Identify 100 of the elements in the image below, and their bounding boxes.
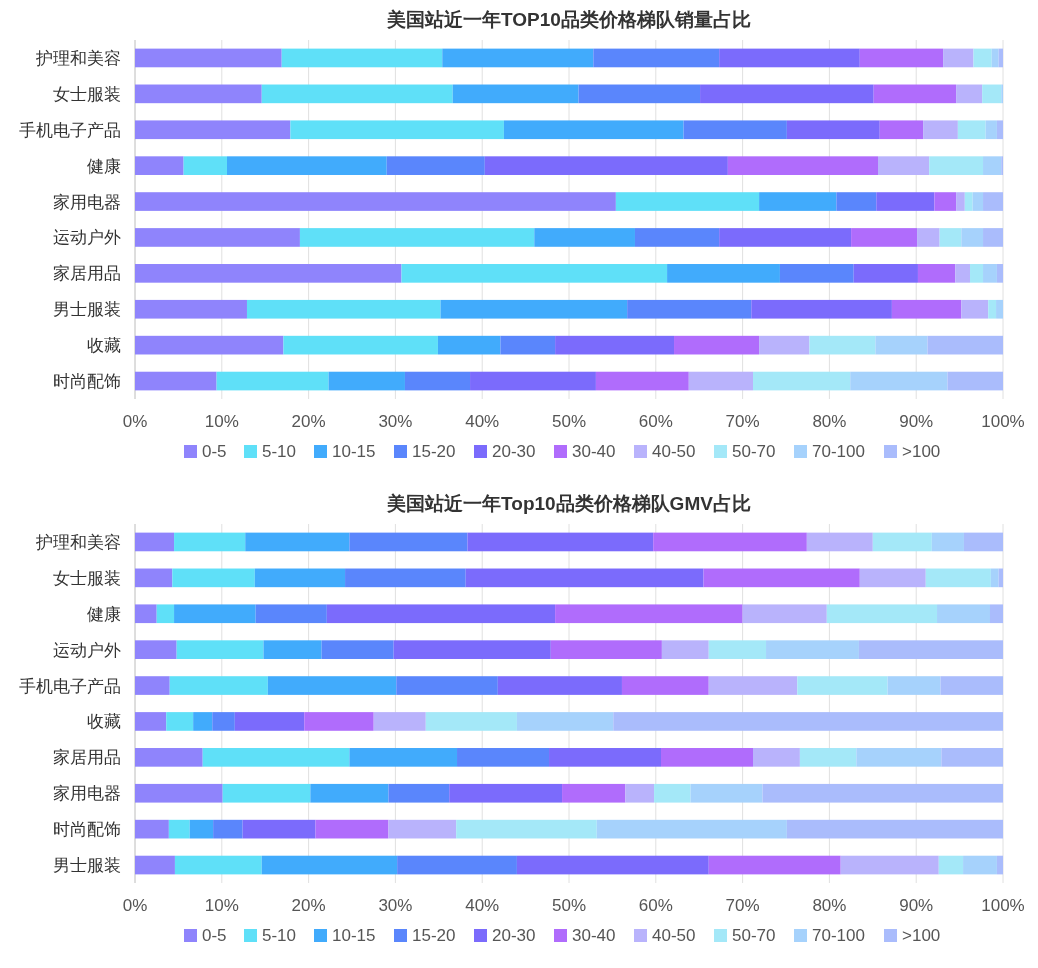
bar [349, 532, 468, 552]
bar [452, 84, 579, 104]
bar [989, 604, 1003, 624]
bar [661, 640, 709, 659]
bar [700, 84, 874, 104]
bar [970, 264, 984, 283]
bar [290, 120, 504, 140]
legend-label: 40-50 [652, 442, 696, 461]
y-tick-label: 手机电子产品 [19, 120, 121, 140]
bar [786, 120, 880, 140]
bar [388, 783, 450, 803]
bar [853, 264, 918, 283]
bar [596, 819, 787, 839]
x-tick-label: 70% [725, 412, 760, 431]
bar [310, 783, 389, 803]
bar [858, 640, 1003, 659]
bar [503, 120, 684, 140]
bar [654, 783, 691, 803]
bar [878, 156, 930, 175]
bar [613, 712, 1003, 731]
bar [938, 855, 964, 875]
y-tick-label: 手机电子产品 [19, 676, 121, 696]
x-tick-label: 20% [291, 896, 326, 915]
bar [759, 192, 837, 211]
bar [917, 228, 940, 247]
bar [727, 156, 879, 175]
bar [719, 48, 860, 68]
x-tick-label: 30% [378, 896, 413, 915]
bar [578, 84, 701, 104]
bar [826, 604, 938, 624]
legend-label: 15-20 [412, 926, 456, 945]
x-tick-label: 100% [981, 896, 1025, 915]
bar [304, 712, 374, 731]
x-tick-label: 10% [204, 896, 239, 915]
bar [345, 568, 466, 588]
bar [956, 84, 983, 104]
bar [263, 640, 322, 659]
bar [135, 48, 282, 68]
bar [135, 855, 175, 875]
bar [851, 228, 918, 247]
bar [674, 335, 760, 355]
bar [135, 532, 175, 552]
x-tick-label: 40% [465, 412, 500, 431]
bar [956, 192, 965, 211]
bar [135, 783, 223, 803]
bar [983, 228, 1003, 247]
bar [983, 156, 1002, 175]
bar [703, 568, 860, 588]
bar [281, 48, 443, 68]
bar [326, 604, 556, 624]
legend-label: 40-50 [652, 926, 696, 945]
x-tick-label: 80% [812, 896, 847, 915]
bar [174, 532, 246, 552]
bar [856, 748, 942, 767]
bar [174, 855, 262, 875]
bar [135, 604, 157, 624]
bar [875, 335, 928, 355]
bar [202, 748, 350, 767]
bar [135, 84, 262, 104]
bar [996, 264, 1003, 283]
x-tick-label: 50% [551, 412, 587, 431]
bar [442, 48, 594, 68]
bar [963, 855, 997, 875]
legend-label: 30-40 [572, 926, 616, 945]
bar [891, 299, 962, 319]
bar [961, 228, 984, 247]
bar [973, 48, 992, 68]
bar [983, 264, 997, 283]
legend-label: 30-40 [572, 442, 616, 461]
bar [467, 532, 654, 552]
y-tick-label: 女士服装 [53, 84, 121, 104]
legend-label: 50-70 [732, 926, 776, 945]
bar [135, 299, 247, 319]
bar [497, 676, 622, 695]
bar [135, 371, 217, 391]
chart-title: 美国站近一年TOP10品类价格梯队销量占比 [386, 9, 751, 30]
bar [806, 532, 873, 552]
bar [929, 156, 984, 175]
bar [245, 532, 350, 552]
bar [972, 192, 984, 211]
x-tick-label: 0% [122, 896, 148, 915]
y-tick-label: 运动户外 [53, 640, 121, 660]
bar [859, 48, 944, 68]
bar [964, 192, 973, 211]
bar [396, 676, 498, 695]
bar [222, 783, 311, 803]
y-tick-label: 家居用品 [53, 264, 121, 284]
bar [876, 192, 935, 211]
bar [627, 299, 752, 319]
bar [961, 299, 989, 319]
x-tick-label: 60% [638, 896, 673, 915]
bar [667, 264, 780, 283]
bar [873, 84, 957, 104]
bar [437, 335, 501, 355]
x-tick-label: 70% [725, 896, 760, 915]
bar [465, 568, 704, 588]
bar [176, 640, 264, 659]
bar [135, 228, 300, 247]
bar [172, 568, 255, 588]
bar [840, 855, 939, 875]
